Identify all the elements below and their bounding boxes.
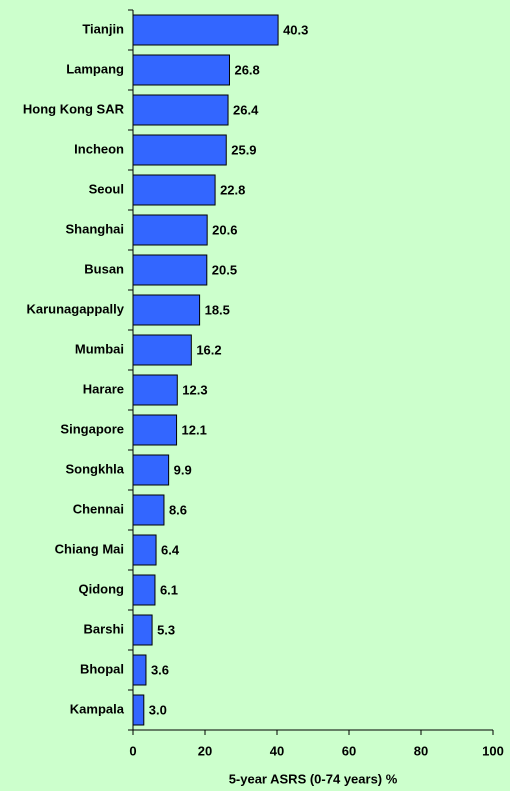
y-tick-label: Qidong [79, 581, 125, 596]
y-tick-label: Kampala [70, 701, 125, 716]
value-label: 26.4 [233, 102, 259, 117]
y-tick-label: Bhopal [80, 661, 124, 676]
x-tick-label: 20 [198, 743, 212, 758]
y-tick-label: Busan [84, 261, 124, 276]
value-label: 8.6 [169, 502, 187, 517]
value-label: 25.9 [231, 142, 256, 157]
x-tick-label: 80 [414, 743, 428, 758]
value-label: 3.6 [151, 662, 169, 677]
bar [132, 694, 145, 726]
bar [132, 614, 153, 646]
value-label: 3.0 [149, 702, 167, 717]
bar [132, 374, 178, 406]
value-label: 18.5 [205, 302, 230, 317]
bar [132, 174, 216, 206]
y-tick-label: Karunagappally [26, 301, 124, 316]
bar [132, 254, 208, 286]
bar [132, 294, 201, 326]
y-tick-label: Shanghai [65, 221, 124, 236]
bar [132, 414, 178, 446]
value-label: 26.8 [234, 62, 259, 77]
x-axis-title: 5-year ASRS (0-74 years) % [229, 771, 398, 786]
y-tick-label: Hong Kong SAR [23, 101, 125, 116]
value-label: 20.5 [212, 262, 237, 277]
bar [132, 334, 192, 366]
bar [132, 134, 227, 166]
y-tick-label: Incheon [74, 141, 124, 156]
value-label: 9.9 [174, 462, 192, 477]
value-label: 6.4 [161, 542, 180, 557]
value-label: 22.8 [220, 182, 245, 197]
y-tick-label: Harare [83, 381, 124, 396]
y-tick-label: Tianjin [82, 21, 124, 36]
y-tick-label: Chennai [73, 501, 124, 516]
y-tick-label: Barshi [84, 621, 124, 636]
value-label: 6.1 [160, 582, 178, 597]
value-label: 20.6 [212, 222, 237, 237]
y-tick-label: Songkhla [65, 461, 124, 476]
bar [132, 214, 208, 246]
x-tick-label: 100 [482, 743, 504, 758]
y-tick-label: Lampang [66, 61, 124, 76]
bar [132, 94, 229, 126]
x-tick-label: 60 [342, 743, 356, 758]
x-tick-label: 40 [270, 743, 284, 758]
value-label: 16.2 [196, 342, 221, 357]
value-label: 12.3 [182, 382, 207, 397]
bar [132, 454, 170, 486]
bar [132, 534, 157, 566]
bar [132, 54, 230, 86]
y-tick-label: Chiang Mai [55, 541, 124, 556]
bar [132, 574, 156, 606]
y-tick-label: Mumbai [75, 341, 124, 356]
bar [132, 654, 147, 686]
y-tick-label: Singapore [60, 421, 124, 436]
value-label: 5.3 [157, 622, 175, 637]
value-label: 12.1 [182, 422, 207, 437]
x-tick-label: 0 [129, 743, 136, 758]
value-label: 40.3 [283, 22, 308, 37]
y-tick-label: Seoul [89, 181, 124, 196]
bar [132, 14, 279, 46]
bar [132, 494, 165, 526]
